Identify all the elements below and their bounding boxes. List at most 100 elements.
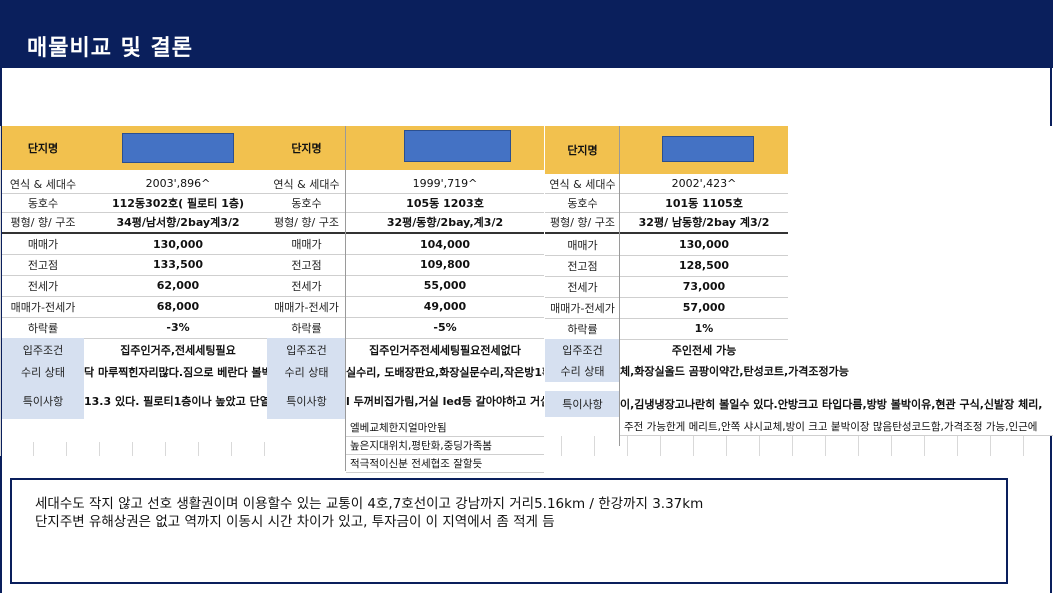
table-row: 전고점 109,800 [267, 254, 544, 276]
row-label: 전세가 [27, 279, 59, 293]
row-label: 입주조건 [545, 339, 620, 360]
table-row: 동호수 105동 1203호 [267, 193, 544, 213]
table-row: 하락률 -5% [267, 317, 544, 339]
row-label: 매매가-전세가 [10, 300, 76, 314]
row-label: 매매가-전세가 [274, 300, 339, 314]
row-label: 매매가 [291, 238, 322, 251]
row-label: 연식 & 세대수 [9, 177, 77, 191]
table-row: 매매가-전세가 68,000 [2, 296, 272, 318]
row-label: 하락률 [27, 321, 59, 335]
row-value: 49,000 [423, 300, 467, 313]
row-value: 1% [694, 322, 714, 335]
row-value: 체,화장실올드 곰팡이약간,탄성코트,가격조정가능 [620, 365, 849, 378]
table-row: 전세가 73,000 [545, 276, 788, 298]
row-label: 동호수 [567, 196, 598, 210]
conclusion-box: 세대수도 작지 않고 선호 생활권이며 이용할수 있는 교통이 4호,7호선이고… [10, 478, 1008, 584]
row-value: 집주인거주,전세세팅필요 [120, 343, 236, 357]
row-value: 주인전세 가능 [671, 343, 737, 357]
row-label: 전고점 [291, 258, 322, 272]
table-row: 하락률 -3% [2, 317, 272, 339]
row-label: 연식 & 세대수 [273, 177, 340, 191]
row-value: 128,500 [678, 259, 730, 272]
table-row: 특이사항 13.3 있다. 필로티1층이나 높았고 단열이 [2, 383, 272, 419]
row-label: 매매가 [27, 238, 59, 251]
table-row: 전세가 55,000 [267, 275, 544, 297]
conclusion-line-2: 단지주변 유해상권은 없고 역까지 이동시 시간 차이가 있고, 투자금이 이 … [35, 514, 555, 530]
row-value: 105동 1203호 [406, 196, 484, 210]
row-label: 특이사항 [267, 383, 346, 419]
table-row: 평형/ 향/ 구조 34평/남서향/2bay계3/2 [2, 212, 272, 234]
table-row: 하락률 1% [545, 318, 788, 340]
row-value: 닥 마루찍힌자리많다.짐으로 베란다 볼박 [84, 366, 272, 379]
row-value: 이,김냉냉장고나란히 볼일수 있다.안방크고 타입다름,방방 볼박이유,현관 구… [620, 398, 1043, 411]
redacted-name-box [404, 130, 511, 162]
comparison-table-3: 단지명 연식 & 세대수 2002',423^ 동호수 101동 1105호 평… [545, 126, 1053, 436]
extra-note-line: 엘베교체한지얼마안됨 [346, 419, 544, 437]
complex-name-row: 단지명 [267, 126, 544, 170]
row-value: 실수리, 도배장판요,화장실문수리,작은방1확장 [346, 366, 544, 379]
row-value: 32평/동향/2bay,계3/2 [386, 216, 504, 229]
complex-name-cell [620, 126, 788, 174]
row-label: 전고점 [567, 259, 598, 273]
row-value-extension [788, 339, 1053, 360]
comparison-table-1: 단지명 연식 & 세대수 2003',896^ 동호수 112동302호( 필로… [2, 126, 272, 442]
row-value: 130,000 [678, 238, 730, 251]
complex-name-row: 단지명 [545, 126, 1053, 174]
table-row: 동호수 101동 1105호 [545, 193, 788, 213]
table-row: 매매가 130,000 [545, 234, 788, 256]
table-row: 전고점 128,500 [545, 255, 788, 277]
row-label: 동호수 [27, 196, 59, 210]
row-label: 수리 상태 [545, 360, 620, 382]
table-row: 전고점 133,500 [2, 254, 272, 276]
row-label: 특이사항 [545, 391, 620, 417]
table-row: 연식 & 세대수 2003',896^ [2, 174, 272, 194]
comparison-table-2: 단지명 연식 & 세대수 1999',719^ 동호수 105동 1203호 평… [267, 126, 544, 474]
row-label: 동호수 [291, 196, 322, 210]
table-row: 입주조건 주인전세 가능 [545, 339, 1053, 360]
row-label: 입주조건 [2, 338, 84, 361]
complex-name-label: 단지명 [267, 126, 346, 170]
row-label: 수리 상태 [267, 361, 346, 383]
row-value: 101동 1105호 [665, 196, 743, 210]
extra-note-line: 적극적이신분 전세협조 잘할듯 [346, 455, 544, 473]
row-value: 112동302호( 필로티 1층) [111, 196, 244, 210]
row-value: 13.3 있다. 필로티1층이나 높았고 단열이 [84, 395, 272, 408]
table-row: 전세가 62,000 [2, 275, 272, 297]
page-title: 매물비교 및 결론 [27, 36, 193, 61]
row-value: 34평/남서향/2bay계3/2 [116, 216, 240, 229]
row-value: 109,800 [419, 258, 471, 271]
table-row: 특이사항 l 두꺼비집가림,거실 led등 갈아야하고 거실 [267, 383, 544, 419]
row-value: 104,000 [419, 237, 471, 251]
redacted-name-box [122, 133, 234, 163]
table-row: 수리 상태 체,화장실올드 곰팡이약간,탄성코트,가격조정가능 [545, 360, 1053, 382]
row-value: 55,000 [423, 279, 467, 292]
complex-name-cell [346, 126, 544, 170]
row-value: l 두꺼비집가림,거실 led등 갈아야하고 거실 [346, 395, 544, 408]
table-row: 연식 & 세대수 1999',719^ [267, 174, 544, 194]
table-separator [345, 126, 346, 471]
table-row: 매매가 130,000 [2, 234, 272, 255]
row-value: 68,000 [156, 300, 200, 313]
extra-note-line: 높은지대위치,평탄화,중딩가족봄 [346, 437, 544, 455]
redacted-name-box [662, 136, 754, 162]
row-label: 하락률 [291, 321, 322, 335]
row-label: 특이사항 [2, 383, 84, 419]
table-row: 매매가-전세가 49,000 [267, 296, 544, 318]
table-row: 동호수 112동302호( 필로티 1층) [2, 193, 272, 213]
table-row: 입주조건 집주인거주,전세세팅필요 [2, 338, 272, 361]
table-separator [619, 126, 620, 446]
row-label: 평형/ 향/ 구조 [10, 216, 76, 229]
row-label: 평형/ 향/ 구조 [549, 216, 615, 229]
extra-note-line: 주전 가능한게 메리트,안쪽 샤시교체,방이 크고 붙박이장 많음탄성코드함,가… [620, 417, 1053, 436]
table-row: 매매가 104,000 [267, 234, 544, 255]
table-row: 특이사항 이,김냉냉장고나란히 볼일수 있다.안방크고 타입다름,방방 볼박이유… [545, 391, 1053, 417]
row-label: 수리 상태 [2, 361, 84, 383]
row-label: 전세가 [567, 280, 598, 294]
row-label: 매매가 [567, 238, 598, 252]
row-value: -5% [433, 321, 457, 334]
complex-name-label: 단지명 [545, 126, 620, 174]
row-label: 전세가 [291, 279, 322, 293]
row-value: 2003',896^ [145, 177, 211, 190]
row-value: -3% [166, 321, 190, 334]
row-value: 2002',423^ [671, 177, 737, 190]
